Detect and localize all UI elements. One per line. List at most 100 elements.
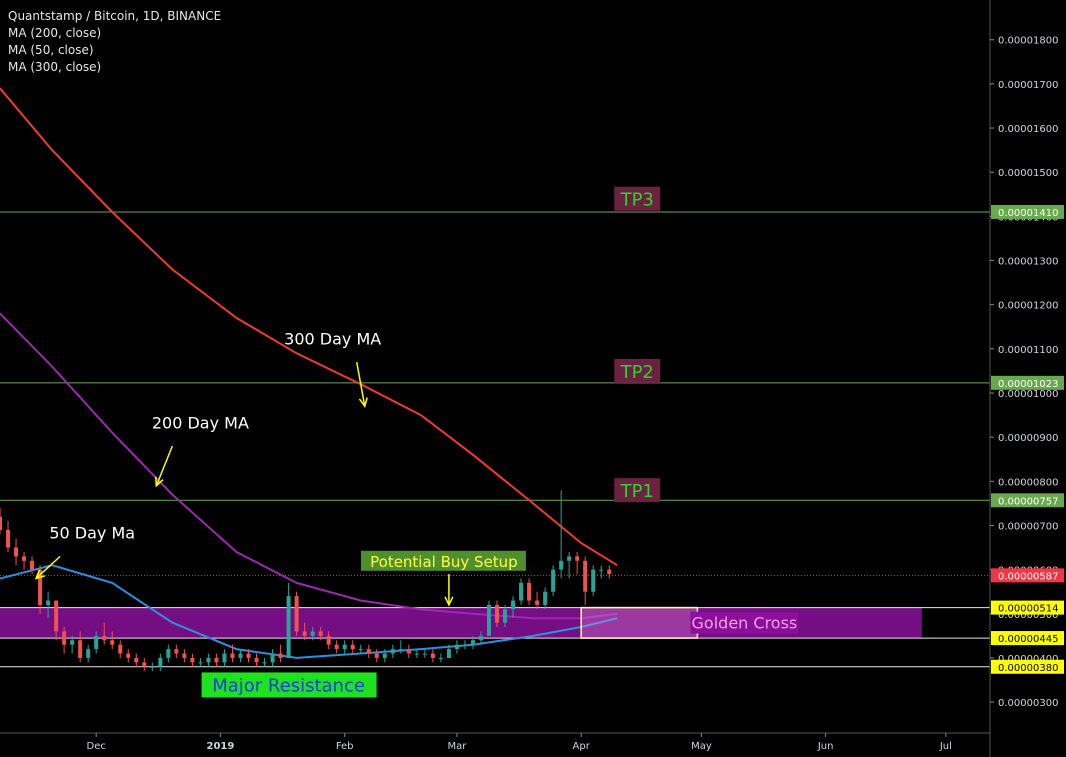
price-tag-label: 0.00000380 [998,663,1058,674]
candle-body [599,569,604,571]
candle-body [583,560,588,592]
candle-body [422,653,427,655]
candle-body [214,657,219,663]
annotation-50-day-ma: 50 Day Ma [49,524,135,543]
buy-setup-label: Potential Buy Setup [370,553,518,571]
candle-body [62,631,67,645]
candle-body [206,657,211,663]
candle-body [382,653,387,658]
time-tick-label: Apr [573,741,591,752]
time-tick-label: 2019 [207,741,235,752]
annotation-arrow [155,445,174,487]
golden-cross-label: Golden Cross [692,614,798,633]
candle-body [198,662,203,664]
golden-cross-box [580,606,699,639]
candle-body [54,600,59,632]
last-price-tag-label: 0.00000587 [998,571,1058,582]
candle-body [294,596,299,632]
candle-body [238,653,243,658]
candle-body [182,653,187,658]
candle-body [126,653,131,658]
candle-body [46,600,51,605]
price-tick-label: 0.00000900 [998,433,1058,444]
candle-body [535,600,540,605]
time-tick-label: May [691,741,712,752]
price-tag-label: 0.00000757 [998,496,1058,507]
price-tick-label: 0.00001000 [998,389,1058,400]
tp-label: TP2 [620,362,654,383]
last-price-tag-box [991,568,1064,583]
candle-body [414,653,419,655]
candle-body [519,582,524,601]
candle-body [350,644,355,650]
price-tick-label: 0.00001700 [998,80,1058,91]
annotation-tp1: TP1 [614,478,661,503]
candle-body [527,582,532,601]
tp-label-box [614,358,661,383]
candle-body [511,600,516,610]
price-tick-label: 0.00000700 [998,521,1058,532]
annotation-arrowhead [358,397,368,408]
candle-body [366,649,371,654]
candle-body [38,569,43,605]
candle-body [14,547,19,557]
moving-average-line [0,87,618,567]
indicator-ma200: MA (200, close) [8,26,102,40]
golden-cross-box-label [690,611,799,634]
price-tick-label: 0.00001500 [998,168,1058,179]
candle-body [438,657,443,659]
candle-body [190,657,195,663]
annotation-potential-buy-setup: Potential Buy Setup [360,550,526,571]
tp-label: TP3 [620,190,654,211]
annotation-arrowhead [444,596,454,607]
candle-body [142,662,147,667]
candle-body [607,569,612,575]
candle-body [134,657,139,663]
candle-body [270,653,275,663]
time-tick-label: Feb [336,741,354,752]
candle-body [567,556,572,561]
price-tick-label: 0.00001100 [998,345,1058,356]
ma-label: 50 Day Ma [49,524,135,543]
candle-body [470,640,475,645]
indicator-ma50: MA (50, close) [8,43,94,57]
annotation-tp2: TP2 [614,358,661,383]
candle-body [30,560,35,570]
price-tick-label: 0.00001300 [998,257,1058,268]
candle-body [222,653,227,663]
price-tick-label: 0.00000800 [998,477,1058,488]
candle-body [406,649,411,654]
price-tag-box [991,493,1064,508]
price-tag-label: 0.00001410 [998,208,1058,219]
buy-setup-box [360,550,526,571]
price-tag-box [991,204,1064,219]
price-tag-label: 0.00000445 [998,634,1058,645]
candle-body [262,662,267,664]
candle-body [102,635,107,641]
tp-label: TP1 [620,481,654,502]
candle-body [0,516,2,530]
candle-body [503,609,508,623]
candle-body [462,644,467,646]
price-tick-label: 0.00000400 [998,654,1058,665]
candle-body [495,604,500,623]
price-tag-label: 0.00001023 [998,379,1058,390]
ma-label: 300 Day MA [284,329,381,348]
candle-body [342,644,347,650]
moving-average-line [0,564,618,659]
candle-body [286,596,291,658]
time-tick-label: Mar [447,741,467,752]
candle-body [166,649,171,658]
candle-body [454,644,459,650]
candle-body [318,631,323,636]
candle-body [94,635,99,650]
candle-body [398,649,403,651]
candle-body [358,649,363,651]
candle-body [118,644,123,654]
annotation-golden-cross: Golden Cross [690,611,799,634]
price-tick-label: 0.00001200 [998,301,1058,312]
candle-body [254,657,259,663]
candle-body [6,529,11,548]
